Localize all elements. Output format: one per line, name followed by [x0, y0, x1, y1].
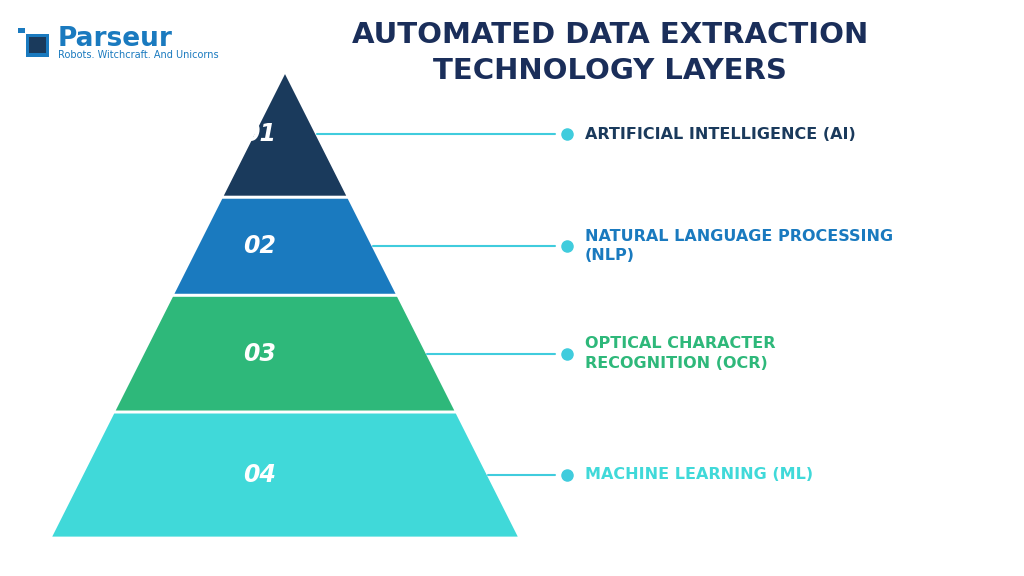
Text: 04: 04 — [244, 463, 276, 487]
Text: 02: 02 — [244, 234, 276, 258]
Text: 03: 03 — [244, 342, 276, 366]
Text: Parseur: Parseur — [58, 26, 173, 52]
Text: AUTOMATED DATA EXTRACTION
TECHNOLOGY LAYERS: AUTOMATED DATA EXTRACTION TECHNOLOGY LAY… — [352, 21, 868, 85]
Polygon shape — [114, 295, 457, 412]
Polygon shape — [27, 34, 49, 56]
Text: NATURAL LANGUAGE PROCESSING
(NLP): NATURAL LANGUAGE PROCESSING (NLP) — [585, 229, 893, 263]
Polygon shape — [172, 197, 397, 295]
Polygon shape — [50, 412, 520, 538]
Text: ARTIFICIAL INTELLIGENCE (AI): ARTIFICIAL INTELLIGENCE (AI) — [585, 127, 856, 142]
Text: Robots. Witchcraft. And Unicorns: Robots. Witchcraft. And Unicorns — [58, 50, 218, 60]
Text: 01: 01 — [244, 122, 276, 146]
Text: OPTICAL CHARACTER
RECOGNITION (OCR): OPTICAL CHARACTER RECOGNITION (OCR) — [585, 336, 775, 370]
Polygon shape — [30, 37, 46, 52]
Polygon shape — [221, 71, 348, 197]
Polygon shape — [18, 28, 25, 33]
Text: MACHINE LEARNING (ML): MACHINE LEARNING (ML) — [585, 468, 813, 483]
